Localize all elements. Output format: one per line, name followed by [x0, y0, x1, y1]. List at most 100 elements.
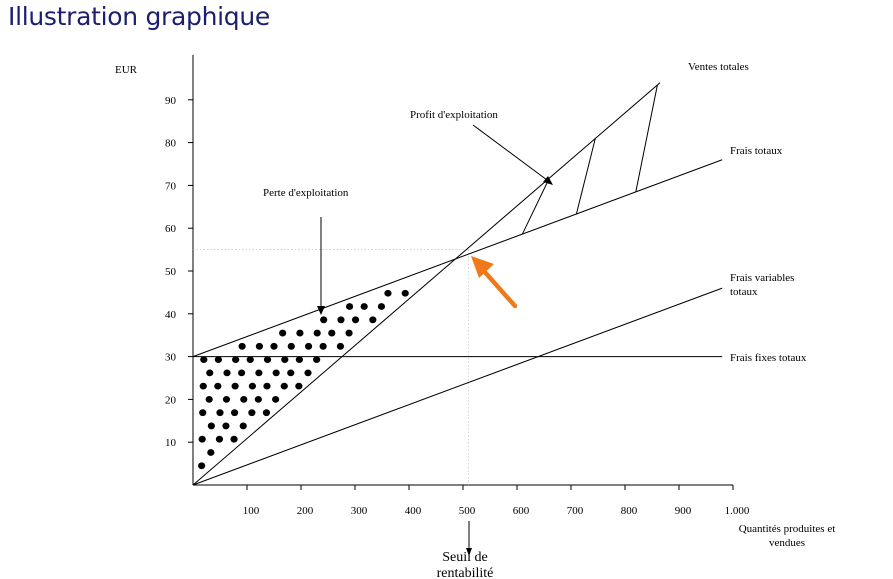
loss-zone-dot	[328, 329, 336, 337]
loss-zone-dot	[255, 342, 264, 350]
loss-zone-dot	[262, 409, 271, 417]
x-tick-label: 700	[567, 505, 584, 517]
loss-zone-dot	[239, 422, 247, 430]
loss-zone-dot	[199, 382, 207, 390]
loss-zone-dot	[198, 435, 206, 443]
y-tick-label: 10	[165, 437, 177, 449]
loss-zone-dot	[246, 356, 254, 363]
profit-pointer-head	[543, 176, 553, 185]
loss-zone-dot	[238, 342, 246, 350]
loss-zone-dot	[304, 342, 313, 350]
y-tick-label: 50	[165, 266, 177, 278]
loss-zone-dot	[207, 422, 215, 430]
loss-zone-dot	[200, 356, 208, 363]
y-tick-label: 30	[165, 352, 177, 364]
y-axis-label: EUR	[115, 64, 138, 76]
profit-annotation: Profit d'exploitation	[410, 109, 498, 121]
loss-zone-dot	[238, 369, 246, 377]
loss-zone-dot	[281, 356, 289, 363]
loss-zone-dot	[295, 356, 303, 363]
x-tick-label: 400	[405, 505, 422, 517]
series-label: Ventes totales	[688, 61, 749, 73]
loss-zone-dot	[263, 382, 271, 390]
x-tick-label: 900	[675, 505, 692, 517]
x-tick-label: 500	[459, 505, 476, 517]
loss-zone-dot	[272, 369, 280, 377]
loss-zone-dot	[248, 409, 256, 417]
loss-zone-dot	[320, 316, 328, 324]
x-tick-label: 300	[351, 505, 368, 517]
y-tick-label: 90	[165, 95, 177, 107]
profit-hatch-line	[521, 177, 550, 235]
loss-zone-dot	[295, 382, 303, 390]
loss-zone-dot	[214, 382, 222, 390]
loss-zone-dot	[345, 329, 353, 337]
series-line-ventes-totales	[192, 82, 661, 486]
y-tick-label: 70	[165, 180, 177, 192]
loss-zone-dot	[240, 396, 248, 403]
loss-annotation: Perte d'exploitation	[263, 187, 349, 199]
loss-zone-dot	[360, 303, 368, 310]
y-tick-label: 40	[165, 309, 177, 321]
loss-zone-dot	[270, 342, 278, 350]
loss-zone-dot	[384, 289, 392, 297]
loss-zone-dot	[223, 369, 231, 377]
loss-zone-dot	[337, 316, 345, 324]
x-axis-label: vendues	[769, 537, 805, 549]
loss-zone-dot	[319, 342, 327, 350]
x-tick-label: 800	[621, 505, 638, 517]
break-even-label: Seuil de	[442, 550, 488, 565]
loss-zone-dot	[254, 396, 262, 403]
break-even-highlight-head	[471, 256, 494, 278]
loss-zone-dot	[279, 329, 287, 337]
y-tick-label: 60	[165, 223, 177, 235]
loss-zone-dot	[215, 435, 224, 443]
loss-zone-dot	[205, 396, 213, 403]
loss-zone-dot	[313, 356, 321, 363]
loss-zone-dot	[199, 409, 207, 417]
loss-pointer-head	[317, 306, 325, 315]
loss-zone-dot	[198, 462, 206, 470]
loss-zone-dot	[230, 409, 239, 417]
series-label: Frais variables	[730, 272, 794, 284]
loss-zone-dot	[216, 409, 224, 417]
y-tick-label: 20	[165, 394, 177, 406]
loss-zone-dot	[222, 422, 230, 430]
break-even-label: rentabilité	[437, 566, 494, 579]
x-tick-label: 600	[513, 505, 530, 517]
loss-zone-dot	[377, 303, 386, 310]
loss-zone-dot	[287, 342, 295, 350]
loss-zone-dot	[287, 369, 295, 377]
loss-zone-dot	[296, 329, 304, 337]
loss-zone-dot	[248, 382, 256, 390]
loss-zone-dot	[369, 316, 377, 324]
profit-hatch-line	[575, 138, 596, 215]
x-axis-label: Quantités produites et	[739, 523, 836, 535]
x-tick-label: 100	[243, 505, 260, 517]
profit-hatch-line	[635, 84, 658, 192]
loss-zone-dot	[231, 382, 239, 390]
y-tick-label: 80	[165, 138, 177, 150]
x-tick-label: 1.000	[725, 505, 750, 517]
series-line-frais-totaux	[192, 159, 723, 358]
loss-zone-dot	[222, 396, 231, 403]
loss-zone-dot	[313, 329, 321, 337]
break-even-pointer-head	[466, 548, 472, 556]
loss-zone-dot	[272, 396, 280, 403]
loss-zone-dot	[346, 303, 354, 310]
page-title: Illustration graphique	[8, 2, 270, 31]
profit-pointer-line	[472, 124, 548, 181]
break-even-highlight-shaft	[480, 267, 518, 309]
loss-zone-dot	[232, 356, 240, 363]
loss-zone-dot	[336, 342, 345, 350]
loss-zone-dot	[214, 356, 222, 363]
series-label: totaux	[730, 286, 758, 298]
loss-zone-dot	[351, 316, 360, 324]
loss-zone-dot	[207, 449, 215, 456]
series-line-frais-variables-totaux	[192, 287, 723, 486]
loss-zone-dot	[255, 369, 263, 377]
loss-zone-dot	[230, 435, 238, 443]
loss-zone-dot	[401, 289, 409, 297]
loss-zone-dot	[263, 356, 272, 363]
